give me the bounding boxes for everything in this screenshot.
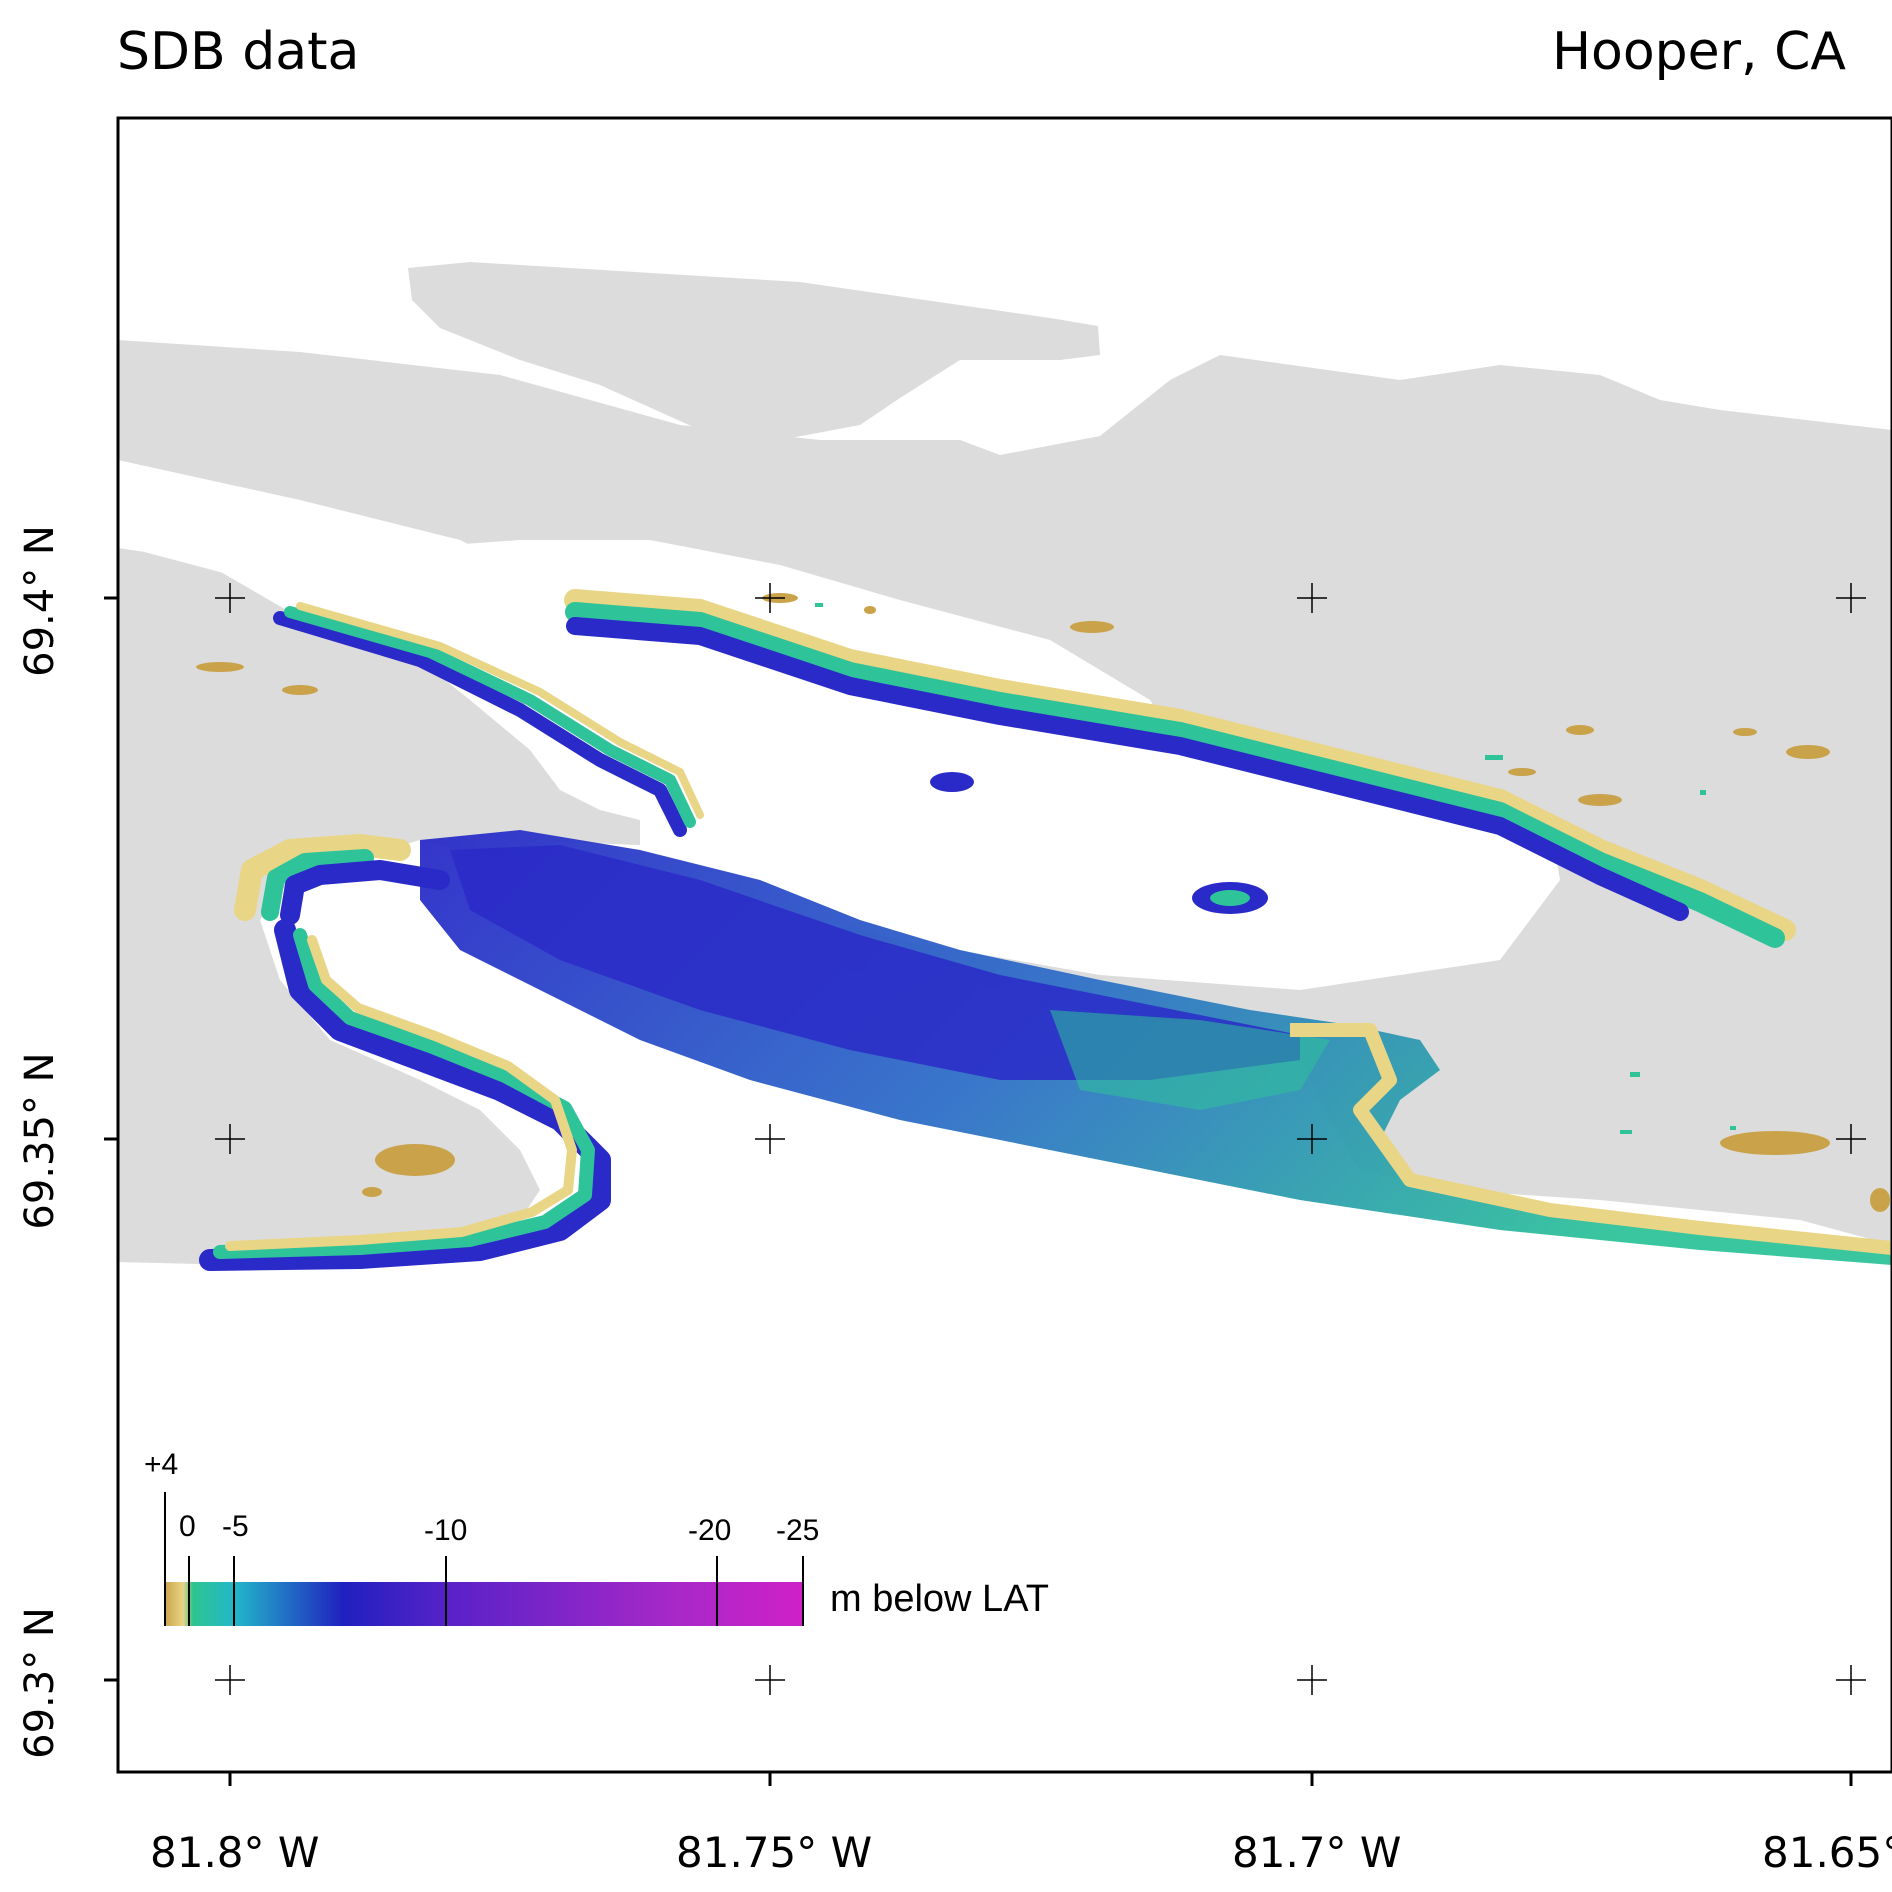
lon-label-81-65: 81.65°	[1762, 1828, 1892, 1877]
axis-ticks	[104, 596, 1853, 1786]
deep-hole-1	[930, 772, 974, 792]
legend-tick-lines	[164, 1492, 804, 1626]
legend-tick-minus20: -20	[688, 1514, 732, 1547]
lon-label-81-8: 81.8° W	[150, 1828, 320, 1877]
deep-hole-2-core	[1210, 890, 1250, 906]
lon-label-81-75: 81.75° W	[676, 1828, 873, 1877]
lat-label-69-3: 69.3° N	[17, 1607, 63, 1759]
graticule-crosses	[215, 583, 1866, 1695]
legend-units: m below LAT	[830, 1578, 1049, 1620]
land-north-shore	[118, 340, 1892, 1245]
bathymetry-shallow-edges	[273, 589, 1796, 948]
map-title: SDB data	[117, 22, 360, 82]
open-water	[118, 460, 1892, 1770]
legend-tick-plus4: +4	[144, 1448, 179, 1481]
western-hook	[199, 834, 611, 1271]
channel-mid-patch	[1050, 1010, 1330, 1110]
lat-label-69-4: 69.4° N	[17, 525, 63, 677]
location-title: Hooper, CA	[1551, 22, 1846, 82]
legend-colorbar	[164, 1582, 804, 1626]
land-north-island	[408, 262, 1100, 440]
depth-legend	[164, 1492, 804, 1626]
map-frame	[116, 116, 1892, 1774]
legend-tick-minus10: -10	[424, 1514, 468, 1547]
legend-tick-minus5: -5	[222, 1510, 249, 1543]
channel-east-shoal	[1290, 1023, 1892, 1255]
green-specks	[815, 603, 1736, 1134]
drying-patches	[196, 593, 1890, 1212]
lat-label-69-35: 69.35° N	[17, 1052, 63, 1230]
lon-label-81-7: 81.7° W	[1232, 1828, 1402, 1877]
legend-tick-0: 0	[179, 1510, 196, 1543]
land-west-peninsula	[118, 548, 640, 1258]
legend-tick-minus25: -25	[776, 1514, 820, 1547]
